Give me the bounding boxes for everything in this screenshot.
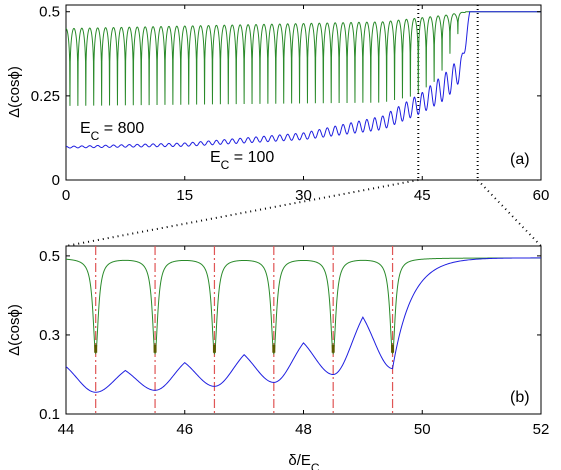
x-tick-label: 30: [295, 187, 312, 204]
zoom-connectors: [65, 179, 542, 247]
svg-text:EC = 800: EC = 800: [80, 120, 144, 143]
y-axis-label-a: Δ(cosϕ): [6, 66, 23, 118]
plot-area-b: [65, 245, 542, 415]
x-axis-label-sub: C: [311, 461, 320, 470]
panel-label-b: (b): [510, 389, 530, 406]
series-line-green: [65, 257, 541, 355]
axis-ticks-a: 0 15 30 45 60 0 0.25 0.5: [31, 4, 550, 204]
series-layer-b: [65, 257, 542, 393]
y-tick-label: 0.5: [39, 248, 60, 265]
x-tick-label: 15: [176, 187, 193, 204]
x-axis-label-b: δ/EC: [288, 452, 320, 470]
x-tick-label: 52: [533, 421, 550, 438]
x-tick-label: 0: [62, 187, 70, 204]
y-tick-label: 0.3: [39, 327, 60, 344]
y-tick-label: 0.25: [31, 88, 60, 105]
series-layer-a: [65, 11, 541, 149]
panel-label-a: (a): [510, 151, 530, 168]
series-label-100: EC = 100: [210, 149, 274, 172]
annotation-main: E: [80, 120, 91, 137]
x-tick-label: 46: [176, 421, 193, 438]
y-tick-label: 0.5: [39, 4, 60, 21]
series-line-blue: [65, 257, 542, 393]
panel-b: 44 46 48 50 52 0.1 0.3 0.5 Δ(cosϕ) δ/EC (b): [6, 245, 549, 470]
svg-text:EC = 100: EC = 100: [210, 149, 274, 172]
annotation-sub: C: [221, 158, 230, 172]
y-axis-label-b: Δ(cosϕ): [6, 304, 23, 356]
y-tick-label: 0.1: [39, 406, 60, 423]
x-axis-label-main: δ/E: [288, 452, 311, 469]
annotation-tail: = 100: [229, 149, 274, 166]
series-line: [65, 11, 541, 106]
y-tick-label: 0: [52, 172, 60, 189]
axis-ticks-b: 44 46 48 50 52 0.1 0.3 0.5: [39, 246, 549, 438]
plot-area-a: [65, 4, 542, 181]
annotation-tail: = 800: [99, 120, 144, 137]
x-tick-label: 48: [295, 421, 312, 438]
series-line: [65, 11, 541, 149]
zoom-connector-right: [476, 179, 542, 247]
annotation-sub: C: [91, 129, 100, 143]
annotation-main: E: [210, 149, 221, 166]
series-label-800: EC = 800: [80, 120, 144, 143]
x-tick-label: 50: [414, 421, 431, 438]
x-tick-label: 45: [414, 187, 431, 204]
x-tick-label: 44: [58, 421, 75, 438]
x-tick-label: 60: [533, 187, 550, 204]
zoom-connector-left: [65, 179, 419, 247]
